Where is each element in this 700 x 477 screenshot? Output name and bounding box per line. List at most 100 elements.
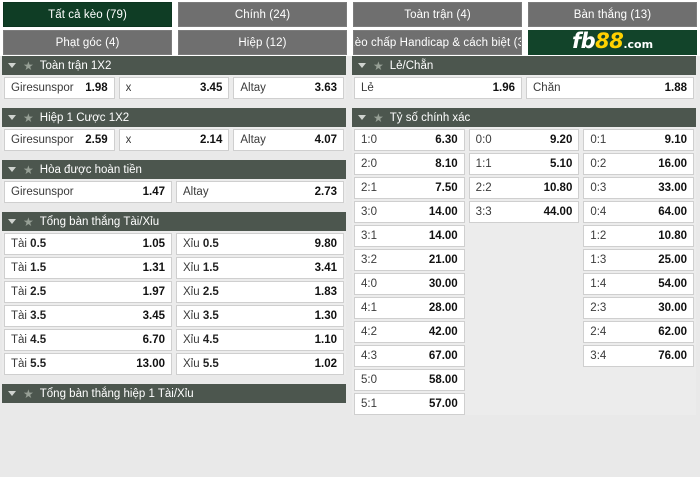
section-body: Giresunspor 2.59 x 2.14 Altay 4.07 — [2, 127, 346, 151]
section-header[interactable]: ★ Toàn trận 1X2 — [2, 56, 346, 75]
odds-cell[interactable]: Giresunspor 1.98 — [4, 77, 115, 99]
star-icon[interactable]: ★ — [23, 110, 34, 125]
odds-cell[interactable]: 4:2 42.00 — [354, 321, 465, 343]
odds-cell[interactable]: 2:3 30.00 — [583, 297, 694, 319]
star-icon[interactable]: ★ — [23, 214, 34, 229]
chevron-down-icon[interactable] — [8, 219, 16, 224]
odds-cell[interactable]: 1:1 5.10 — [468, 153, 580, 175]
odds-cell[interactable]: 1:3 25.00 — [583, 249, 694, 271]
odds-cell[interactable]: 3:3 44.00 — [468, 201, 580, 223]
odds-cell[interactable]: 0:1 9.10 — [583, 129, 695, 151]
odds-label: 3:4 — [590, 350, 607, 362]
odds-cell[interactable]: 2:1 7.50 — [354, 177, 465, 199]
odds-value: 6.30 — [435, 134, 458, 146]
odds-cell[interactable]: Tài 1.5 1.31 — [4, 257, 172, 279]
odds-cell[interactable]: x 2.14 — [118, 129, 230, 151]
odds-cell[interactable]: 3:2 21.00 — [354, 249, 465, 271]
section-header[interactable]: ★ Tổng bàn thắng hiệp 1 Tài/Xỉu — [2, 384, 346, 403]
star-icon[interactable]: ★ — [373, 58, 384, 73]
odds-value: 42.00 — [428, 326, 458, 338]
odds-cell[interactable]: Tài 0.5 1.05 — [4, 233, 172, 255]
section-header[interactable]: ★ Tổng bàn thắng Tài/Xỉu — [2, 212, 346, 231]
tab-chinh-24[interactable]: Chính (24) — [178, 2, 347, 27]
odds-value: 3.41 — [314, 262, 337, 274]
odds-cell[interactable]: 1:0 6.30 — [354, 129, 465, 151]
odds-cell[interactable]: 5:0 58.00 — [354, 369, 465, 391]
odds-cell[interactable]: 0:0 9.20 — [468, 129, 580, 151]
odds-cell[interactable]: Xỉu 3.5 1.30 — [176, 305, 344, 327]
tab-phat-goc-4[interactable]: Phạt góc (4) — [3, 30, 172, 55]
chevron-down-icon[interactable] — [8, 115, 16, 120]
odds-value: 13.00 — [136, 358, 165, 370]
odds-cell[interactable]: Xỉu 2.5 1.83 — [176, 281, 344, 303]
chevron-down-icon[interactable] — [8, 63, 16, 68]
odds-cell-empty — [469, 249, 580, 271]
chevron-down-icon[interactable] — [8, 391, 16, 396]
odds-value: 1.97 — [142, 286, 165, 298]
odds-cell[interactable]: Giresunspor 2.59 — [4, 129, 115, 151]
odds-cell[interactable]: 2:0 8.10 — [354, 153, 465, 175]
odds-cell[interactable]: 3:0 14.00 — [354, 201, 465, 223]
section-header[interactable]: ★ Hòa được hoàn tiền — [2, 160, 346, 179]
odds-cell[interactable]: Tài 5.5 13.00 — [4, 353, 172, 375]
odds-cell[interactable]: 2:4 62.00 — [583, 321, 694, 343]
odds-cell[interactable]: 0:3 33.00 — [583, 177, 695, 199]
tab-toan-tran-4[interactable]: Toàn trận (4) — [353, 2, 522, 27]
odds-label-line: 1.5 — [202, 262, 219, 274]
odds-value: 1.10 — [314, 334, 337, 346]
odds-cell[interactable]: 3:4 76.00 — [583, 345, 694, 367]
odds-cell[interactable]: Xỉu 4.5 1.10 — [176, 329, 344, 351]
odds-cell[interactable]: Tài 3.5 3.45 — [4, 305, 172, 327]
odds-cell[interactable]: Tài 4.5 6.70 — [4, 329, 172, 351]
odds-cell[interactable]: 2:2 10.80 — [468, 177, 580, 199]
odds-cell[interactable]: Xỉu 1.5 3.41 — [176, 257, 344, 279]
odds-row: 4:2 42.00 2:4 62.00 — [352, 321, 696, 343]
odds-row: 1:0 6.30 0:0 9.20 0:1 9.10 — [352, 129, 696, 151]
odds-cell[interactable]: 3:1 14.00 — [354, 225, 465, 247]
odds-value: 14.00 — [428, 230, 458, 242]
chevron-down-icon[interactable] — [358, 63, 366, 68]
odds-label: Giresunspor — [11, 134, 74, 146]
odds-cell[interactable]: Tài 2.5 1.97 — [4, 281, 172, 303]
odds-cell[interactable]: x 3.45 — [118, 77, 230, 99]
odds-cell[interactable]: 4:0 30.00 — [354, 273, 465, 295]
odds-cell[interactable]: Xỉu 5.5 1.02 — [176, 353, 344, 375]
logo-com: .com — [623, 37, 654, 51]
chevron-down-icon[interactable] — [8, 167, 16, 172]
odds-cell[interactable]: 1:2 10.80 — [583, 225, 694, 247]
tab-keo-chap-handicap-cach-biet-3[interactable]: Kèo chấp Handicap & cách biệt (3) — [353, 30, 522, 55]
chevron-down-icon[interactable] — [358, 115, 366, 120]
star-icon[interactable]: ★ — [373, 110, 384, 125]
odds-cell[interactable]: Altay 3.63 — [233, 77, 345, 99]
odds-label: 1:4 — [590, 278, 607, 290]
odds-label-text: Tài — [11, 334, 31, 346]
odds-cell[interactable]: 4:1 28.00 — [354, 297, 465, 319]
tab-tat-ca-keo-79[interactable]: Tất cả kèo (79) — [3, 2, 172, 27]
section-header[interactable]: ★ Lẻ/Chẵn — [352, 56, 696, 75]
odds-cell[interactable]: Altay 2.73 — [176, 181, 344, 203]
odds-cell[interactable]: 0:2 16.00 — [583, 153, 695, 175]
odds-cell[interactable]: Chẵn 1.88 — [526, 77, 694, 99]
odds-cell[interactable]: Xỉu 0.5 9.80 — [176, 233, 344, 255]
section-header[interactable]: ★ Hiệp 1 Cược 1X2 — [2, 108, 346, 127]
odds-cell[interactable]: Lẻ 1.96 — [354, 77, 522, 99]
odds-cell-empty — [583, 393, 694, 415]
fb88-logo[interactable]: fb88.com — [528, 30, 697, 55]
tab-hiep-12[interactable]: Hiệp (12) — [178, 30, 347, 55]
odds-cell[interactable]: 1:4 54.00 — [583, 273, 694, 295]
tab-ban-thang-13[interactable]: Bàn thắng (13) — [528, 2, 697, 27]
section-title: Toàn trận 1X2 — [39, 59, 112, 72]
star-icon[interactable]: ★ — [23, 58, 34, 73]
odds-cell[interactable]: 5:1 57.00 — [354, 393, 465, 415]
odds-label: 1:0 — [361, 134, 377, 146]
star-icon[interactable]: ★ — [23, 386, 34, 401]
odds-cell[interactable]: Giresunspor 1.47 — [4, 181, 172, 203]
star-icon[interactable]: ★ — [23, 162, 34, 177]
odds-cell[interactable]: 0:4 64.00 — [583, 201, 695, 223]
odds-cell[interactable]: 4:3 67.00 — [354, 345, 465, 367]
odds-cell[interactable]: Altay 4.07 — [233, 129, 345, 151]
odds-value: 62.00 — [658, 326, 687, 338]
section-header[interactable]: ★ Tỷ số chính xác — [352, 108, 696, 127]
odds-value: 57.00 — [428, 398, 458, 410]
section-body: Lẻ 1.96 Chẵn 1.88 — [352, 75, 696, 99]
